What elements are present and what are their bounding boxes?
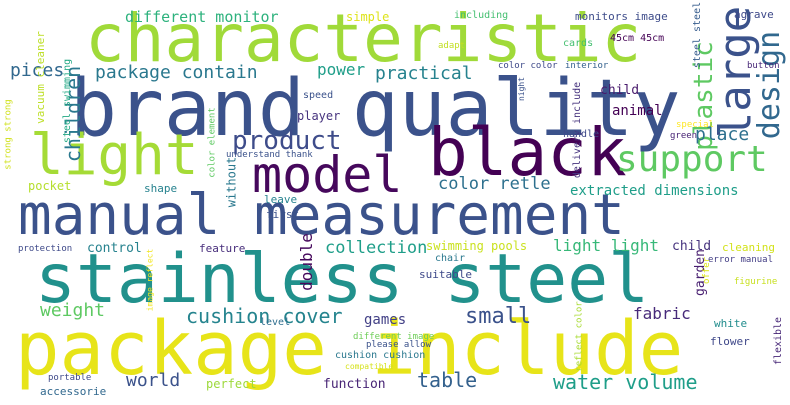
word-night: night (517, 76, 527, 102)
word-package-contain: package contain (95, 62, 258, 83)
word-including: including (454, 10, 509, 21)
word-perfect: perfect (206, 377, 257, 391)
word-handle: handle (563, 129, 600, 140)
word-double: double (296, 233, 316, 291)
word-shape: shape (144, 182, 178, 195)
word-cards: cards (563, 38, 594, 49)
word-without: without (224, 156, 239, 208)
word-offer: offer (702, 256, 713, 285)
word-animal: animal (612, 103, 663, 119)
word-power: power (317, 60, 366, 79)
word-characteristic: characteristic (85, 0, 642, 77)
word-water-volume: water volume (553, 370, 698, 394)
word-cleaning: cleaning (722, 241, 775, 254)
word-child: child (600, 83, 640, 98)
word-design: design (752, 30, 788, 140)
word-white: white (714, 317, 748, 330)
word-control: control (87, 241, 142, 256)
word-different-monitor: different monitor (125, 8, 279, 26)
word-reflect-color: reflect color (574, 301, 585, 372)
word-flexible: flexible (773, 316, 785, 366)
word-games: games (364, 312, 407, 328)
word-agrave: agrave (734, 8, 774, 21)
word-manual-measurement: manual measurement (18, 183, 625, 248)
word-stainless-steel: stainless steel (35, 240, 650, 319)
word-color-retle: color retle (438, 174, 551, 194)
word-cushion-cushion: cushion cushion (335, 350, 426, 361)
word-simple: simple (346, 10, 390, 24)
word-small: small (465, 304, 532, 329)
word-player: player (297, 109, 341, 123)
word-practical: practical (375, 63, 473, 84)
word-level: level (260, 317, 291, 328)
word-support: support (616, 139, 768, 180)
word-function: function (323, 377, 386, 392)
word-vacuum-cleaner: vacuum cleaner (33, 31, 47, 124)
word-black: black (428, 114, 627, 191)
word-light: light (30, 123, 199, 188)
word-leave: leave (264, 193, 298, 206)
word-please-allow: please allow (366, 340, 432, 350)
word-suitable: suitable (419, 268, 472, 281)
word-pices: pices (10, 60, 65, 81)
word-light-light: light light (553, 236, 659, 255)
word-color-element: color element (207, 107, 218, 178)
word-green: green (670, 131, 698, 141)
word-error-manual: error manual (708, 255, 774, 265)
word-strong-strong: strong strong (3, 99, 14, 170)
word-flower: flower (710, 335, 750, 348)
word-color-color: color color (498, 61, 558, 71)
word-swimming-pools: swimming pools (426, 239, 528, 253)
word-interior: interior (565, 61, 609, 71)
word-speed: speed (303, 90, 334, 101)
word-adapt: adapt (438, 41, 466, 51)
word-model: model (252, 146, 403, 204)
word-child-2: child (672, 239, 712, 254)
word-special: special (676, 120, 714, 130)
word-package-include: package include (15, 306, 684, 392)
word-table: table (417, 368, 478, 392)
word-product: product (232, 126, 342, 156)
word-figurine: figurine (734, 277, 778, 287)
word-45cm-45cm: 45cm 45cm (610, 33, 665, 44)
word-steel-swimming: steel swimming (62, 58, 74, 144)
word-feature: feature (199, 242, 246, 255)
word-weight: weight (40, 300, 106, 321)
word-compatible: compatible (345, 362, 394, 371)
word-different-image: different image (353, 332, 435, 342)
word-portable: portable (48, 373, 92, 383)
word-steel-steel: steel steel (692, 1, 704, 69)
word-protection: protection (18, 244, 73, 254)
word-place: place (695, 124, 750, 145)
word-world: world (126, 370, 181, 391)
word-fabric: fabric (633, 304, 691, 323)
word-image-reflect: image reflect (145, 248, 155, 312)
word-extracted-dimensions: extracted dimensions (570, 183, 739, 199)
word-monitors-image: monitors image (575, 10, 668, 23)
word-pocket: pocket (28, 179, 72, 193)
word-brand-quality: brand quality (70, 64, 681, 154)
word-first: first (266, 208, 300, 221)
word-button: button (747, 61, 780, 71)
word-understand-thank: understand thank (226, 150, 313, 160)
word-accessorie: accessorie (40, 385, 107, 398)
word-collection: collection (325, 238, 428, 258)
word-cushion-cover: cushion cover (186, 304, 343, 328)
word-chair: chair (435, 253, 466, 264)
